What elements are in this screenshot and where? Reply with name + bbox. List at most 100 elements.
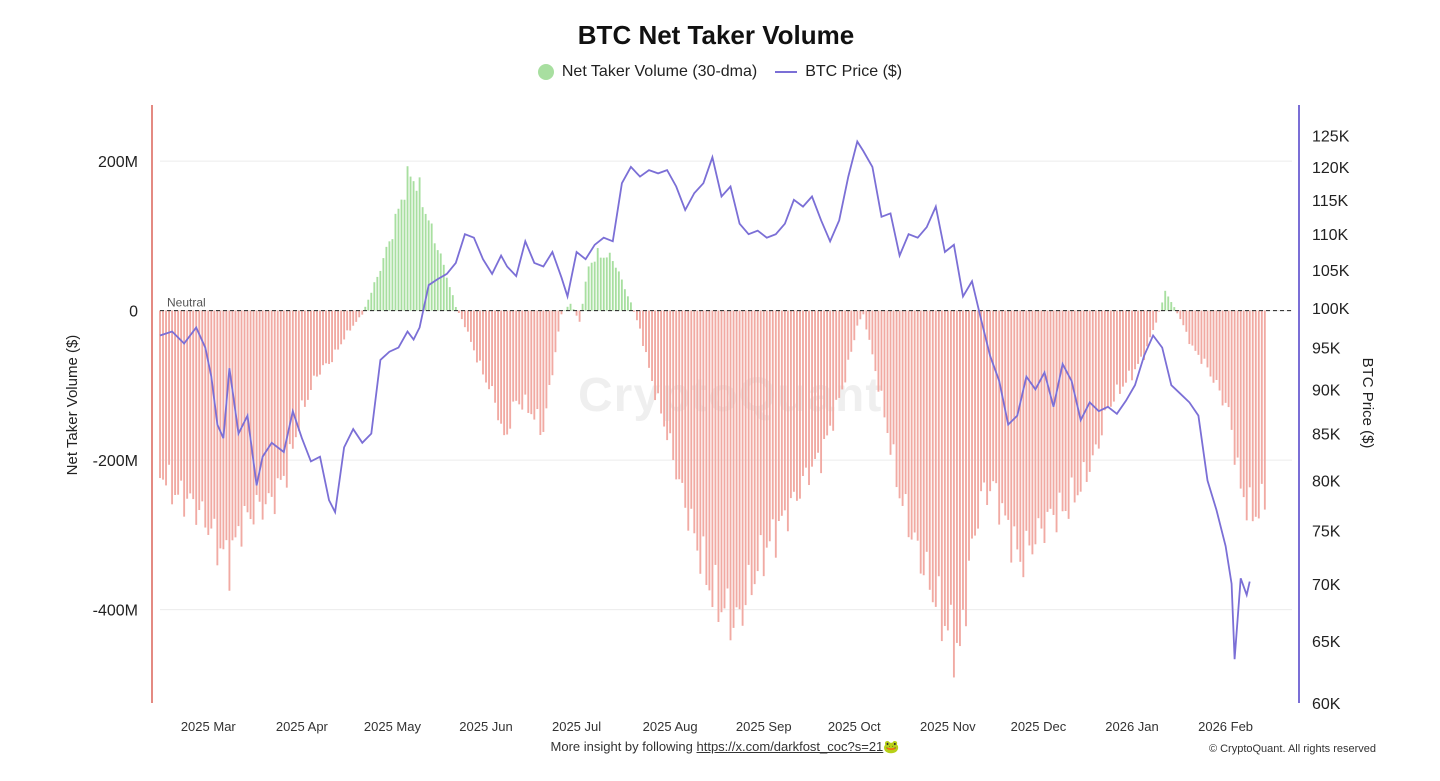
left-axis-ticks: 200M 0 -200M -400M [93, 154, 138, 620]
volume-bar-negative [789, 310, 792, 499]
volume-bar-negative [303, 310, 306, 407]
volume-bar-negative [696, 310, 699, 551]
volume-bar-positive [427, 220, 430, 311]
volume-bar-negative [1070, 310, 1073, 478]
volume-bar-negative [210, 310, 213, 529]
volume-bar-negative [216, 310, 219, 566]
volume-bar-negative [796, 310, 798, 501]
volume-bar-negative [1215, 310, 1218, 380]
volume-bar-negative [699, 310, 702, 574]
volume-bar-negative [826, 310, 829, 436]
right-axis-ticks: 125K 120K 115K 110K 105K 100K 95K 90K 85K 80K 75K 7… [1312, 128, 1350, 713]
volume-bar-negative [1209, 310, 1212, 377]
volume-bar-negative [726, 310, 729, 589]
x-tick-label: 2025 Dec [1011, 719, 1067, 734]
volume-bar-positive [611, 261, 614, 311]
volume-bar-negative [282, 310, 285, 476]
volume-bar-negative [1191, 310, 1194, 346]
volume-bar-negative [1007, 310, 1010, 520]
volume-bar-negative [291, 310, 294, 449]
neutral-label: Neutral [167, 296, 206, 310]
volume-bar-negative [759, 310, 762, 536]
volume-bar-negative [1043, 310, 1046, 543]
volume-bar-negative [1022, 310, 1025, 578]
volume-bar-negative [829, 310, 832, 426]
volume-bar-negative [297, 310, 300, 432]
volume-bar-negative [515, 310, 518, 401]
volume-bar-positive [572, 309, 575, 311]
volume-bar-negative [907, 310, 910, 538]
volume-bar-negative [1143, 310, 1146, 360]
volume-bar-negative [949, 310, 952, 605]
volume-bar-negative [1112, 310, 1115, 402]
volume-bar-positive [412, 181, 415, 311]
volume-bar-positive [442, 264, 445, 311]
volume-bar-negative [506, 310, 509, 435]
volume-bar-negative [639, 310, 641, 329]
volume-bar-positive [587, 266, 590, 311]
volume-bar-negative [512, 310, 515, 402]
volume-bar-negative [1227, 310, 1230, 408]
volume-bar-negative [708, 310, 711, 591]
volume-bar-negative [983, 310, 986, 483]
volume-bar-negative [1239, 310, 1242, 489]
left-tick-label: 200M [98, 154, 138, 171]
volume-bar-negative [560, 310, 563, 315]
volume-bar-negative [913, 310, 916, 533]
volume-bar-negative [934, 310, 937, 607]
x-tick-label: 2025 Oct [828, 719, 881, 734]
volume-bar-negative [681, 310, 684, 483]
volume-bar-negative [910, 310, 913, 540]
volume-bar-negative [457, 310, 460, 313]
volume-bar-negative [497, 310, 500, 421]
volume-bar-negative [249, 310, 252, 520]
footer-link[interactable]: https://x.com/darkfost_coc?s=21 [696, 739, 884, 754]
volume-bar-negative [1254, 310, 1257, 517]
volume-bar-negative [1149, 310, 1152, 338]
volume-bar-negative [901, 310, 904, 506]
volume-bar-negative [959, 310, 961, 647]
volume-bar-negative [880, 310, 883, 391]
volume-bar-negative [264, 310, 267, 505]
volume-bar-negative [1100, 310, 1103, 436]
legend-item-price[interactable]: BTC Price ($) [775, 63, 902, 81]
volume-bar-negative [684, 310, 687, 508]
left-tick-label: -200M [93, 453, 138, 470]
volume-bar-negative [469, 310, 472, 342]
volume-bar-negative [539, 310, 542, 435]
volume-bar-negative [361, 310, 364, 315]
volume-bar-negative [669, 310, 672, 434]
left-axis-label: Net Taker Volume ($) [64, 335, 81, 476]
right-tick-label: 70K [1312, 577, 1341, 594]
volume-bar-positive [391, 239, 394, 311]
volume-bar-negative [466, 310, 469, 332]
volume-bar-negative [1257, 310, 1260, 519]
x-tick-label: 2025 Apr [276, 719, 329, 734]
volume-bar-negative [1176, 310, 1179, 314]
volume-bar-negative [1140, 310, 1143, 357]
volume-bar-negative [578, 310, 581, 322]
legend-item-volume[interactable]: Net Taker Volume (30-dma) [537, 63, 757, 81]
volume-bar-negative [777, 310, 780, 522]
volume-bar-negative [1152, 310, 1155, 331]
volume-bar-negative [663, 310, 666, 427]
volume-bar-negative [838, 310, 841, 398]
volume-bar-negative [799, 310, 801, 499]
volume-bar-positive [602, 257, 605, 311]
volume-bar-negative [916, 310, 919, 541]
volume-bar-negative [1203, 310, 1206, 359]
volume-bar-negative [844, 310, 847, 383]
volume-bar-negative [714, 310, 717, 565]
volume-bar-negative [189, 310, 192, 494]
legend-price-label: BTC Price ($) [805, 63, 903, 80]
volume-bar-positive [400, 199, 403, 311]
volume-bar-negative [309, 310, 312, 390]
volume-bar-negative [874, 310, 877, 372]
volume-bar-negative [575, 310, 578, 316]
volume-bar-negative [693, 310, 696, 534]
volume-bar-negative [476, 310, 478, 363]
volume-bar-negative [201, 310, 204, 502]
volume-bar-negative [780, 310, 783, 516]
volume-bar-negative [847, 310, 850, 360]
